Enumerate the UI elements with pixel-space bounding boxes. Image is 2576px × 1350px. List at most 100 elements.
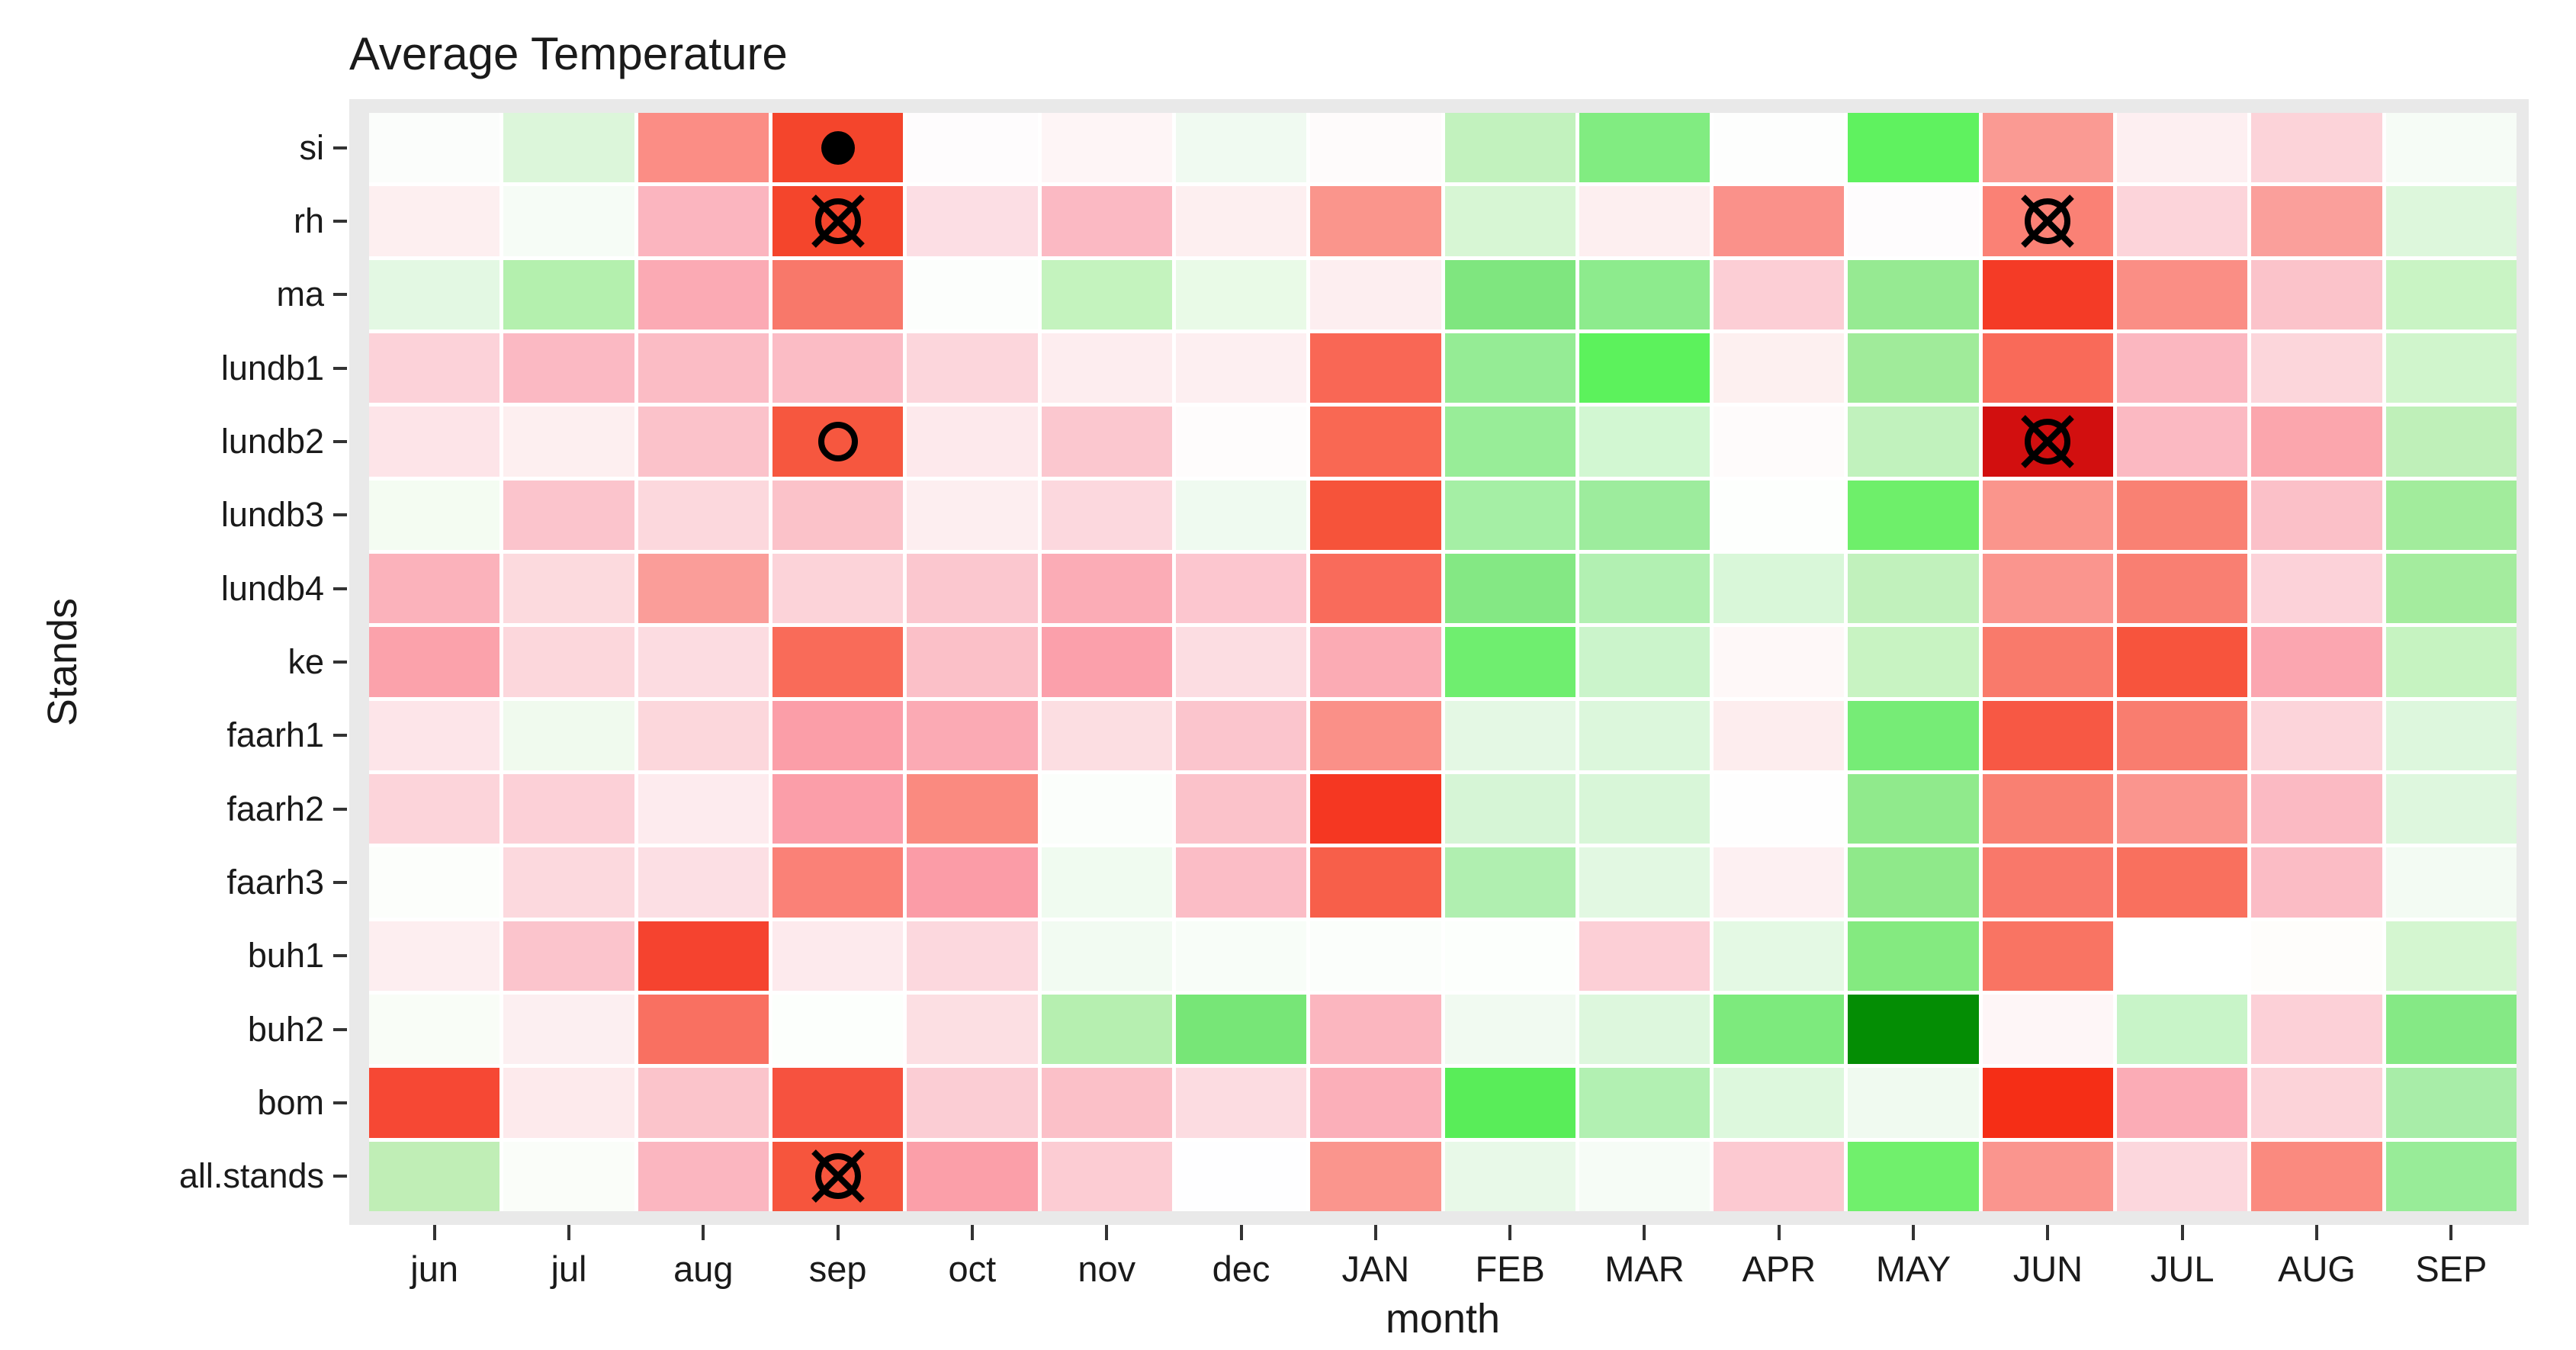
heatmap-cell <box>907 407 1038 477</box>
heatmap-cell <box>1444 774 1575 844</box>
heatmap-cell <box>2385 995 2517 1065</box>
x-tick-label: APR <box>1742 1249 1816 1289</box>
heatmap-cell <box>1579 995 1710 1065</box>
heatmap-cell <box>503 921 634 991</box>
heatmap-cell <box>772 921 904 991</box>
heatmap-cell <box>907 921 1038 991</box>
heatmap-cell <box>772 407 904 477</box>
heatmap-cell <box>1310 407 1441 477</box>
heatmap-cell <box>1848 627 1979 697</box>
heatmap-cell <box>2251 333 2382 403</box>
heatmap-cell <box>638 774 769 844</box>
heatmap-cell <box>1444 186 1575 256</box>
heatmap-cell <box>1982 407 2114 477</box>
heatmap-cell <box>638 333 769 403</box>
y-tick-label: buh2 <box>247 1009 324 1049</box>
y-axis-row: lundb3 <box>0 481 347 550</box>
x-tick-label: JAN <box>1341 1249 1410 1289</box>
heatmap-cell <box>772 186 904 256</box>
heatmap-cell <box>1848 1141 1979 1211</box>
heatmap-cell <box>503 1068 634 1138</box>
heatmap-cell <box>1848 847 1979 918</box>
heatmap-cell <box>772 1068 904 1138</box>
y-tick-mark <box>333 880 347 884</box>
x-axis-title: month <box>1385 1296 1501 1342</box>
y-tick-label: rh <box>293 201 324 240</box>
heatmap-cell <box>1041 186 1172 256</box>
heatmap-cell <box>2117 480 2248 550</box>
heatmap-cell <box>1579 259 1710 329</box>
x-axis-column: JAN <box>1310 1225 1441 1290</box>
marker-circle-x <box>808 191 869 252</box>
heatmap-cell <box>1982 774 2114 844</box>
heatmap-cell <box>503 847 634 918</box>
heatmap-cell <box>369 774 500 844</box>
y-axis-row: si <box>0 113 347 182</box>
heatmap-cell <box>1982 480 2114 550</box>
heatmap-cell <box>503 333 634 403</box>
heatmap-cell <box>1579 1141 1710 1211</box>
heatmap-cell <box>638 627 769 697</box>
heatmap-cell <box>1714 186 1845 256</box>
heatmap-cell <box>1175 921 1307 991</box>
x-tick-label: MAY <box>1875 1249 1951 1289</box>
x-tick-mark <box>1239 1225 1243 1240</box>
heatmap-cell <box>638 259 769 329</box>
heatmap-cell <box>1579 554 1710 624</box>
heatmap-cell <box>1310 921 1441 991</box>
heatmap-cell <box>2251 259 2382 329</box>
heatmap-cell <box>2385 700 2517 770</box>
heatmap-cell <box>1041 333 1172 403</box>
heatmap-cell <box>907 480 1038 550</box>
x-axis-column: nov <box>1042 1225 1172 1290</box>
y-axis-row: buh1 <box>0 921 347 991</box>
heatmap-cell <box>907 259 1038 329</box>
heatmap-cell <box>1982 700 2114 770</box>
y-tick-label: ke <box>287 641 324 681</box>
plot-panel <box>349 99 2529 1225</box>
heatmap-cell <box>2251 995 2382 1065</box>
heatmap-cell <box>1579 921 1710 991</box>
heatmap-cell <box>1041 995 1172 1065</box>
heatmap-cell <box>2117 774 2248 844</box>
y-tick-label: lundb3 <box>220 495 324 535</box>
heatmap-cell <box>1175 1068 1307 1138</box>
heatmap-cell <box>1714 554 1845 624</box>
heatmap-cell <box>1579 480 1710 550</box>
heatmap-cell <box>1175 259 1307 329</box>
heatmap-cell <box>369 259 500 329</box>
x-tick-label: JUN <box>2012 1249 2083 1289</box>
x-tick-mark <box>2449 1225 2453 1240</box>
heatmap-cell <box>1444 1068 1575 1138</box>
heatmap-cell <box>2251 407 2382 477</box>
y-tick-mark <box>333 1027 347 1031</box>
heatmap-cell <box>2117 1141 2248 1211</box>
x-tick-mark <box>567 1225 570 1240</box>
y-axis-row: all.stands <box>0 1142 347 1211</box>
heatmap-cell <box>369 113 500 183</box>
heatmap-cell <box>1714 480 1845 550</box>
heatmap-cell <box>1175 774 1307 844</box>
heatmap-cell <box>1982 1068 2114 1138</box>
heatmap-cell <box>1714 407 1845 477</box>
heatmap-cell <box>2251 554 2382 624</box>
heatmap-cell <box>503 554 634 624</box>
heatmap-cell <box>2385 847 2517 918</box>
x-axis-column: sep <box>772 1225 903 1290</box>
heatmap-cell <box>638 700 769 770</box>
x-axis-column: dec <box>1176 1225 1306 1290</box>
heatmap-cell <box>503 627 634 697</box>
y-tick-mark <box>333 954 347 958</box>
y-tick-label: lundb2 <box>220 421 324 461</box>
heatmap-cell <box>1714 1141 1845 1211</box>
heatmap-cell <box>907 333 1038 403</box>
heatmap-cell <box>2251 700 2382 770</box>
heatmap-cell <box>638 407 769 477</box>
x-tick-label: jun <box>410 1249 459 1289</box>
heatmap-cell <box>1175 333 1307 403</box>
heatmap-cell <box>1041 1141 1172 1211</box>
heatmap-cell <box>503 1141 634 1211</box>
x-tick-label: jul <box>551 1249 587 1289</box>
heatmap-cell <box>503 700 634 770</box>
x-tick-mark <box>1373 1225 1377 1240</box>
